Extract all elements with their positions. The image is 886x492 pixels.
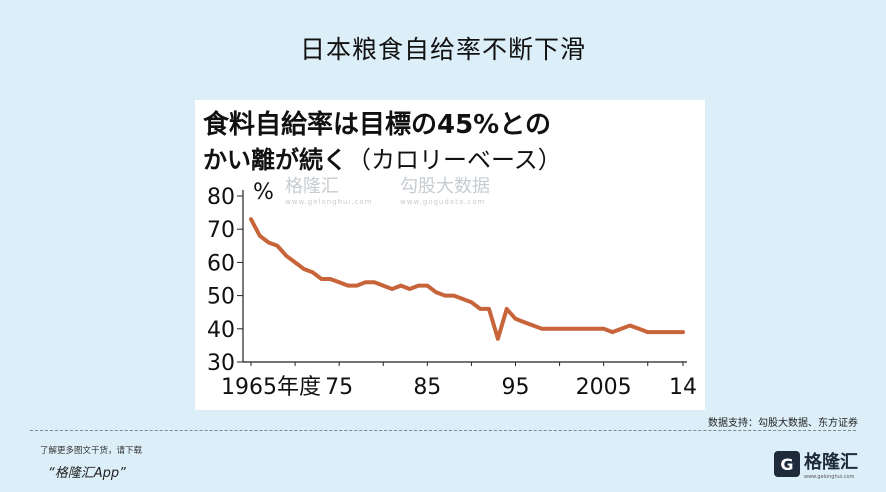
- logo-g-icon: G: [774, 451, 800, 477]
- slide-title: 日本粮食自给率不断下滑: [299, 35, 586, 64]
- y-tick-label: 80: [207, 185, 235, 210]
- logo-text: 格隆汇: [804, 452, 858, 473]
- y-tick-label: 60: [207, 251, 235, 276]
- chart-title-line2-main: かい離が続く: [203, 146, 347, 174]
- x-tick-label: 14: [669, 375, 697, 400]
- footer-hint: 了解更多图文干货，请下载: [40, 446, 143, 456]
- footer-logo: G 格隆汇 www.gelonghui.com: [774, 448, 858, 480]
- brand-watermark-text: 格隆汇: [285, 176, 339, 197]
- x-tick-label: 1965年度: [221, 375, 321, 400]
- x-tick-label: 85: [413, 375, 441, 400]
- x-tick-label: 2005: [576, 375, 632, 400]
- chart-title-line2: かい離が続く（カロリーベース）: [203, 140, 562, 175]
- y-tick-label: 40: [207, 318, 235, 343]
- divider: [30, 430, 856, 431]
- y-tick-label: 70: [207, 218, 235, 243]
- chart-title-line1: 食料自給率は目標の45%との: [203, 110, 551, 140]
- brand-watermark: 格隆汇 www.gelonghui.com: [285, 172, 373, 206]
- footer-app-name: “格隆汇App”: [48, 466, 126, 481]
- data-source: 数据支持：勾股大数据、东方证券: [708, 418, 858, 429]
- y-unit-label: %: [253, 180, 274, 205]
- y-tick-label: 50: [207, 285, 235, 310]
- brand-watermark-url: www.gelonghui.com: [285, 198, 373, 206]
- logo-url: www.gelonghui.com: [804, 474, 855, 480]
- x-tick-label: 95: [501, 375, 529, 400]
- partner-watermark: 勾股大数据 www.gogudata.com: [400, 172, 490, 206]
- partner-watermark-text: 勾股大数据: [400, 176, 490, 197]
- chart-panel: 食料自給率は目標の45%との かい離が続く（カロリーベース） % 格隆汇 www…: [195, 100, 705, 410]
- y-tick-label: 30: [207, 351, 235, 376]
- series-line: [249, 217, 685, 341]
- x-tick-label: 75: [325, 375, 353, 400]
- chart-subtitle: （カロリーベース）: [347, 146, 562, 174]
- partner-watermark-url: www.gogudata.com: [400, 198, 486, 206]
- logo-text-block: 格隆汇 www.gelonghui.com: [804, 448, 858, 480]
